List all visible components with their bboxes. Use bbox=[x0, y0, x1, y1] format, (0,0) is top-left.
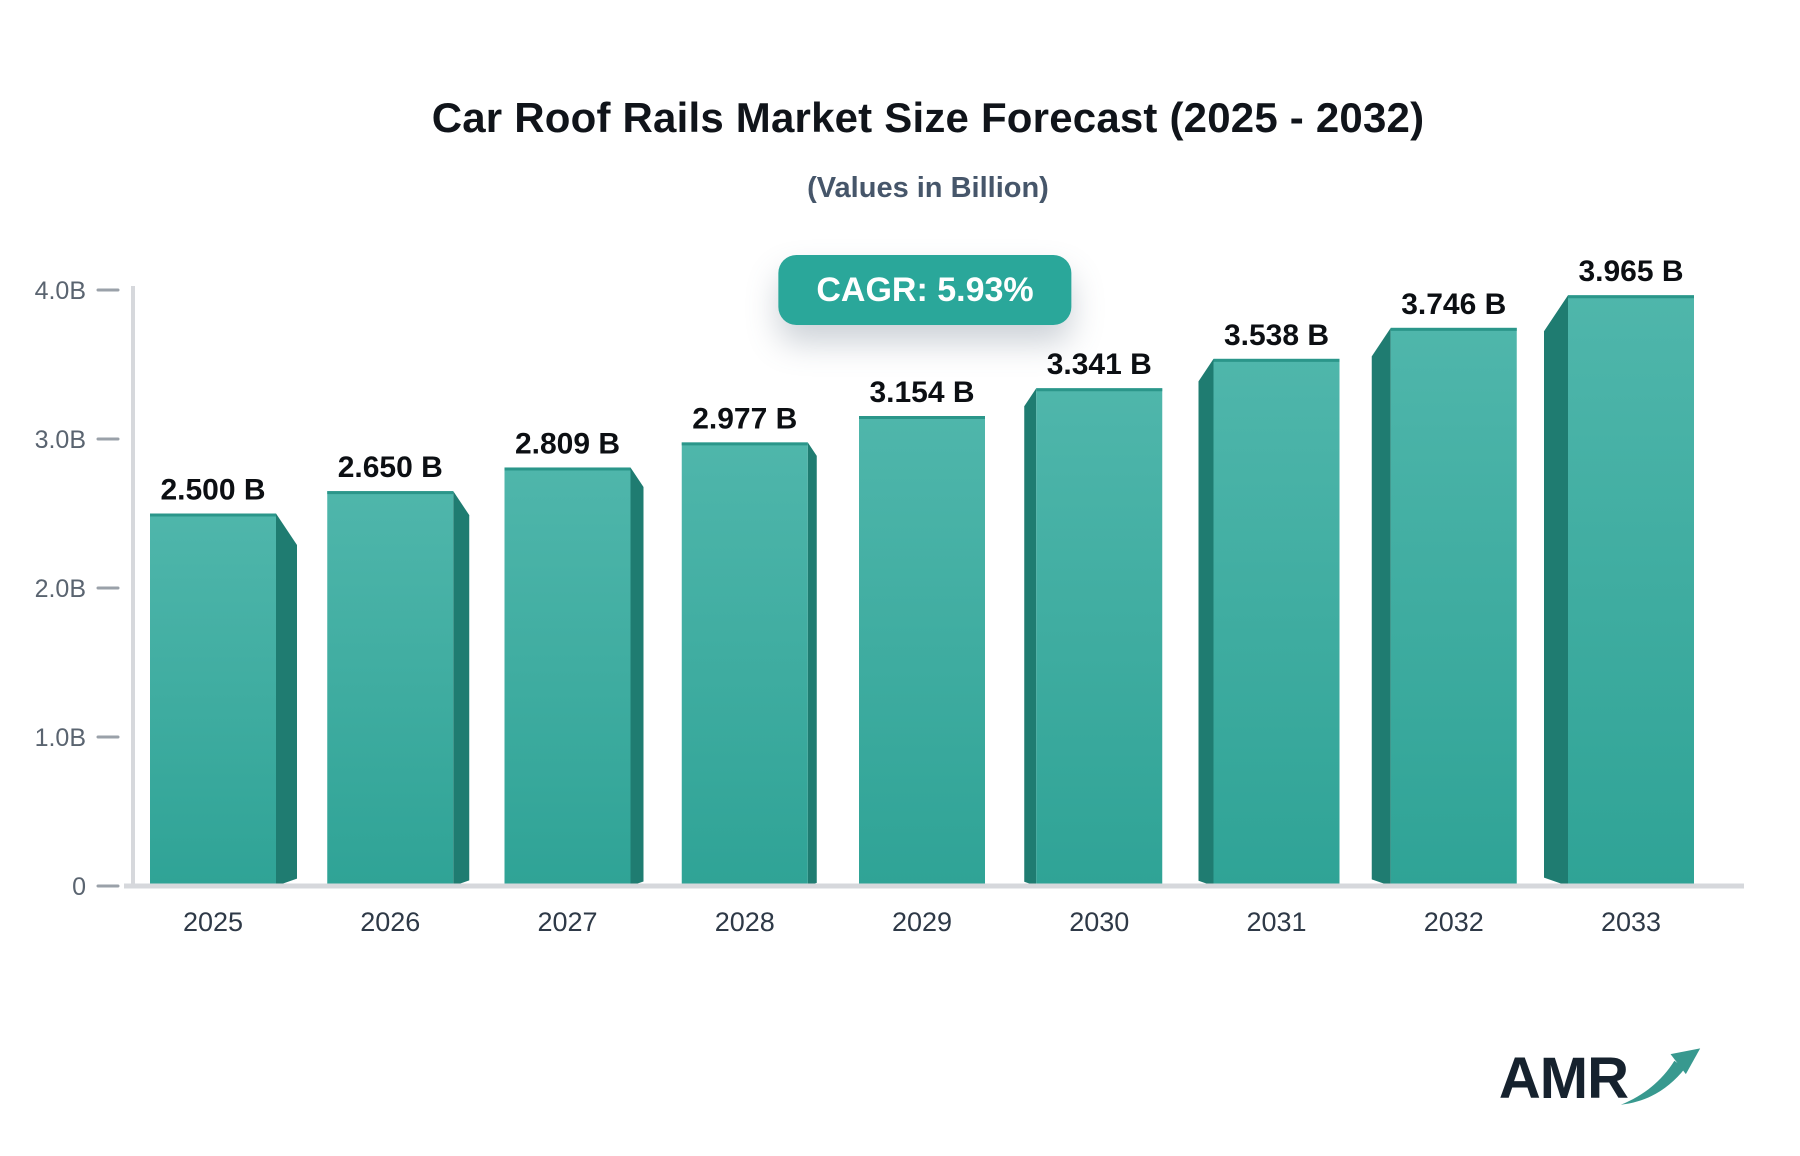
bar-value-label: 3.538 B bbox=[1224, 319, 1329, 352]
x-axis-label: 2029 bbox=[892, 907, 952, 937]
amr-logo: AMR bbox=[1499, 1044, 1704, 1108]
bar-face bbox=[859, 416, 985, 886]
bar-value-label: 3.154 B bbox=[869, 376, 974, 409]
bar-face bbox=[327, 491, 454, 886]
bar-face bbox=[681, 442, 808, 886]
x-axis-label: 2027 bbox=[537, 907, 597, 937]
growth-arrow-icon bbox=[1620, 1048, 1701, 1105]
x-axis-label: 2026 bbox=[360, 907, 420, 937]
bar-face bbox=[1213, 358, 1340, 886]
bar-value-label: 3.341 B bbox=[1047, 348, 1152, 381]
x-axis-label: 2033 bbox=[1601, 907, 1661, 937]
y-axis-label: 2.0B bbox=[35, 575, 86, 603]
y-axis-label: 0 bbox=[72, 873, 86, 901]
bar-side bbox=[1544, 295, 1568, 887]
bar-side bbox=[1024, 388, 1037, 886]
bar-side bbox=[453, 491, 470, 886]
y-axis-label: 4.0B bbox=[35, 277, 86, 305]
cagr-badge: CAGR: 5.93% bbox=[778, 255, 1072, 325]
x-axis-label: 2032 bbox=[1424, 907, 1484, 937]
bar-side bbox=[276, 513, 297, 886]
bar-side bbox=[807, 442, 817, 886]
amr-logo-text: AMR bbox=[1498, 1046, 1629, 1111]
chart-title: Car Roof Rails Market Size Forecast (202… bbox=[431, 94, 1425, 141]
bar-value-label: 3.746 B bbox=[1401, 288, 1506, 321]
y-axis-label: 1.0B bbox=[35, 724, 86, 752]
bar-value-label: 2.500 B bbox=[160, 474, 265, 507]
bar-value-label: 2.650 B bbox=[338, 451, 443, 484]
bar-face bbox=[1568, 295, 1694, 887]
x-axis-label: 2030 bbox=[1069, 907, 1129, 937]
chart-subtitle: (Values in Billion) bbox=[807, 172, 1049, 204]
bar-face bbox=[1390, 327, 1517, 886]
bar-side bbox=[1371, 327, 1391, 886]
x-axis-label: 2028 bbox=[715, 907, 775, 937]
bar-face bbox=[1036, 388, 1163, 886]
bar-value-label: 2.809 B bbox=[515, 427, 620, 460]
bar-value-label: 3.965 B bbox=[1578, 255, 1683, 288]
bar-face bbox=[150, 513, 276, 886]
bar-side bbox=[1198, 358, 1214, 886]
x-axis-label: 2025 bbox=[183, 907, 243, 937]
bar-side bbox=[630, 467, 644, 886]
bar-face bbox=[504, 467, 631, 886]
bar-value-label: 2.977 B bbox=[692, 402, 797, 435]
x-axis-label: 2031 bbox=[1246, 907, 1306, 937]
y-axis-label: 3.0B bbox=[35, 426, 86, 454]
